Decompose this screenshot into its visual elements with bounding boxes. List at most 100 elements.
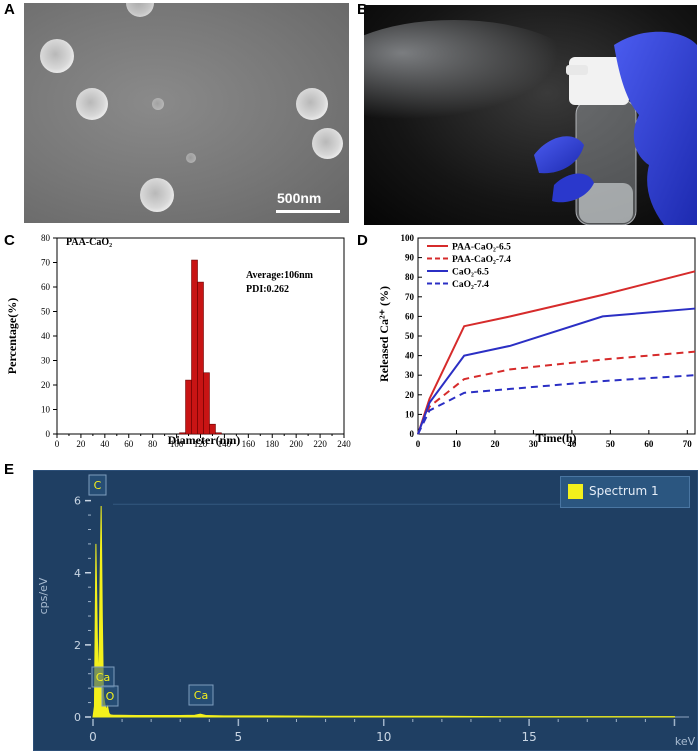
release-curve — [417, 307, 696, 435]
chart-c-xlabel: Diameter(nm) — [168, 433, 241, 447]
x-tick-label: 30 — [529, 439, 539, 448]
calcium-release-chart: 0 10 20 30 40 50 60 70 80 90 100 0 10 20 30 40 50 60 70 PA… — [377, 233, 696, 448]
histogram-bar — [209, 423, 216, 435]
y-tick-label: 90 — [405, 253, 415, 263]
peak-label: Ca — [96, 671, 110, 684]
chart-e-trace — [92, 506, 675, 718]
y-tick-label: 6 — [74, 495, 81, 508]
y-tick-label: 10 — [41, 405, 51, 415]
y-tick-label: 50 — [405, 331, 415, 341]
chart-e-peak-labels: C Ca O Ca — [88, 474, 214, 707]
y-tick-label: 40 — [41, 331, 51, 341]
legend-label: CaO₂-7.4 — [452, 280, 489, 290]
y-tick-label: 30 — [41, 356, 51, 366]
y-tick-label: 20 — [405, 390, 415, 400]
size-distribution-chart: 0 10 20 30 40 50 60 70 80 0 20 40 60 80 100 120 140 160 18… — [5, 233, 351, 448]
peak-label: Ca — [194, 689, 208, 702]
edx-legend: Spectrum 1 — [560, 476, 690, 508]
x-tick-label: 0 — [55, 439, 60, 448]
x-tick-label: 20 — [490, 439, 500, 448]
x-tick-label: 15 — [521, 730, 536, 744]
x-tick-label: 140 — [218, 439, 232, 448]
y-tick-label: 30 — [405, 370, 415, 380]
sem-particle — [186, 153, 196, 163]
edx-spectrum-chart: 0 2 4 6 0 5 10 15 C Ca O Ca cps/eV keV — [37, 474, 696, 748]
x-tick-label: 40 — [100, 439, 110, 448]
chart-d-legend: PAA-CaO₂-6.5 PAA-CaO₂-7.4 CaO₂-6.5 CaO₂-7.4 — [427, 243, 511, 290]
chart-c-axes: 0 10 20 30 40 50 60 70 80 0 20 40 60 80 100 120 140 160 18… — [41, 233, 351, 448]
sem-particle — [40, 39, 74, 73]
panel-label-c: C — [4, 232, 15, 249]
spray-illustration — [364, 20, 697, 225]
release-curve — [417, 374, 696, 435]
histogram-bar — [191, 259, 198, 435]
x-tick-label: 70 — [683, 439, 693, 448]
sem-particle — [140, 178, 174, 212]
x-tick-label: 60 — [124, 439, 134, 448]
chart-e-ylabel: cps/eV — [37, 577, 50, 614]
x-tick-label: 180 — [266, 439, 280, 448]
y-tick-label: 70 — [405, 292, 415, 302]
chart-d-axes: 0 10 20 30 40 50 60 70 80 90 100 0 10 20 30 40 50 60 70 — [401, 233, 696, 448]
y-tick-label: 60 — [41, 282, 51, 292]
scale-bar — [276, 210, 340, 213]
spectrum-trace — [92, 506, 675, 718]
y-tick-label: 40 — [405, 351, 415, 361]
legend-label: CaO₂-6.5 — [452, 268, 489, 278]
chart-d-ylabel: Released Ca²⁺ (%) — [377, 286, 391, 382]
histogram-bar — [197, 281, 204, 435]
y-tick-label: 80 — [405, 272, 415, 282]
x-tick-label: 120 — [194, 439, 208, 448]
histogram-bar — [215, 432, 222, 435]
legend-label: PAA-CaO₂-6.5 — [452, 243, 511, 253]
sem-particle — [296, 88, 328, 120]
glove-finger — [552, 173, 594, 203]
sem-micrograph — [24, 3, 349, 223]
x-tick-label: 240 — [337, 439, 351, 448]
histogram-bar — [203, 372, 210, 435]
x-tick-label: 10 — [452, 439, 462, 448]
y-tick-label: 70 — [41, 258, 51, 268]
chart-d-lines — [417, 270, 696, 435]
legend-label: PAA-CaO₂-7.4 — [452, 255, 511, 265]
x-tick-label: 10 — [376, 730, 391, 744]
peak-label: O — [106, 690, 115, 703]
sem-particle — [76, 88, 108, 120]
x-tick-label: 0 — [416, 439, 421, 448]
x-tick-label: 200 — [289, 439, 303, 448]
x-tick-label: 50 — [606, 439, 616, 448]
chart-c-ylabel: Percentage(%) — [5, 298, 19, 374]
bottle-liquid — [579, 183, 633, 223]
y-tick-label: 0 — [410, 429, 415, 439]
sem-particle — [152, 98, 164, 110]
chart-c-title: PAA-CaO₂ — [66, 237, 112, 248]
chart-d-xlabel: Time(h) — [535, 431, 576, 445]
y-tick-label: 2 — [74, 639, 81, 652]
sem-particle — [312, 128, 343, 159]
chart-c-pdi: PDI:0.262 — [246, 284, 289, 295]
y-tick-label: 10 — [405, 409, 415, 419]
x-tick-label: 160 — [242, 439, 256, 448]
panel-label-a: A — [4, 1, 15, 18]
peak-label-box — [188, 684, 214, 706]
y-tick-label: 80 — [41, 233, 51, 243]
chart-c-average: Average:106nm — [246, 270, 314, 281]
histogram-bar — [185, 379, 192, 435]
scale-bar-label: 500nm — [277, 190, 322, 206]
y-tick-label: 0 — [74, 711, 81, 724]
glove-hand — [614, 31, 697, 225]
y-tick-label: 20 — [41, 380, 51, 390]
peak-label-box — [101, 685, 119, 707]
x-tick-label: 40 — [567, 439, 577, 448]
x-tick-label: 20 — [76, 439, 86, 448]
y-tick-label: 50 — [41, 307, 51, 317]
legend-swatch — [568, 484, 583, 499]
edx-spectrum-panel: 0 2 4 6 0 5 10 15 C Ca O Ca cps/eV keV — [33, 470, 698, 751]
y-tick-label: 4 — [74, 567, 81, 580]
panel-label-e: E — [4, 461, 15, 478]
chart-e-axes: 0 2 4 6 0 5 10 15 — [74, 495, 689, 744]
peak-label-box — [88, 474, 107, 496]
x-tick-label: 60 — [644, 439, 654, 448]
y-tick-label: 60 — [405, 311, 415, 321]
glove-thumb — [534, 136, 584, 174]
